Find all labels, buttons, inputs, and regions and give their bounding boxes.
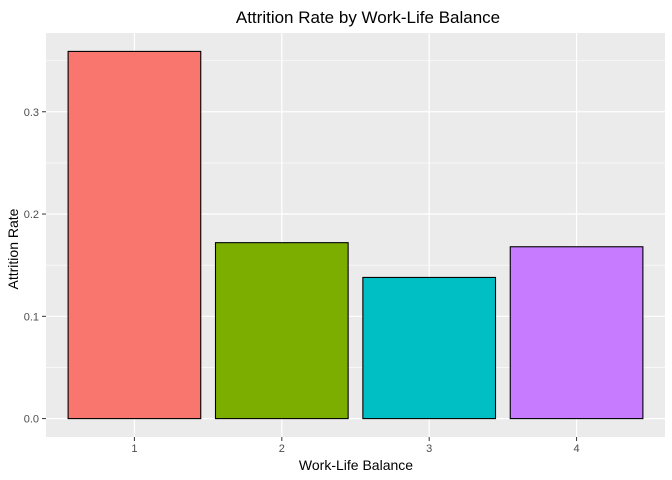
x-tick-label: 3	[426, 443, 432, 455]
x-axis: 1 2 3 4	[131, 437, 580, 455]
bar-3	[362, 276, 497, 420]
x-axis-title: Work-Life Balance	[299, 457, 413, 473]
y-tick-label: 0.1	[24, 311, 39, 323]
x-tick-label: 2	[279, 443, 285, 455]
y-tick-label: 0.2	[24, 209, 39, 221]
y-axis: 0.0 0.1 0.2 0.3	[24, 107, 46, 426]
y-tick-label: 0.3	[24, 107, 39, 119]
y-axis-title: Attrition Rate	[5, 208, 21, 289]
bar-4	[509, 246, 644, 420]
bar-2	[214, 242, 349, 420]
chart-title: Attrition Rate by Work-Life Balance	[236, 8, 500, 27]
x-tick-label: 4	[574, 443, 580, 455]
bar-1	[67, 50, 202, 420]
x-tick-label: 1	[131, 443, 137, 455]
y-tick-label: 0.0	[24, 414, 39, 426]
bars-group	[67, 50, 644, 420]
